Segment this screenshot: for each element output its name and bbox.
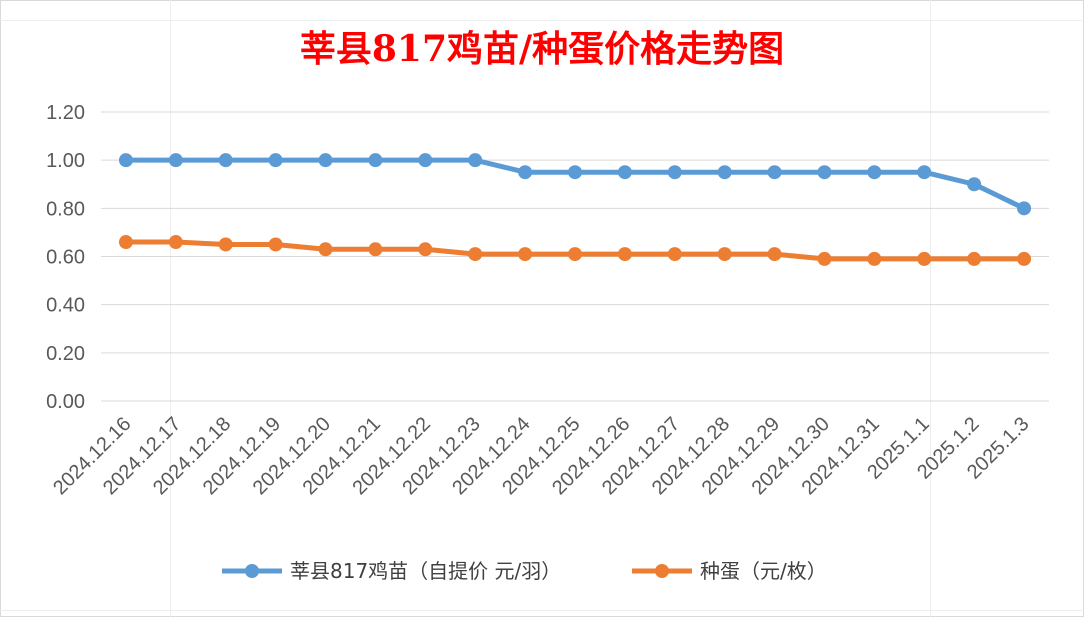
data-point [218,153,233,168]
sheet-gridline [0,610,1084,611]
data-point [917,251,932,266]
data-point [967,177,982,192]
data-point [418,242,433,257]
legend: 莘县817鸡苗（自提价 元/羽） 种蛋（元/枚） [222,559,827,583]
data-point [967,251,982,266]
y-tick-label: 0.60 [46,247,85,269]
data-point [518,247,533,262]
data-point [767,247,782,262]
data-point [468,247,483,262]
data-point [917,165,932,180]
data-point [617,247,632,262]
data-point [568,165,582,180]
data-point [118,153,133,168]
data-point [318,242,333,257]
data-point [368,242,383,257]
data-point [817,165,832,180]
y-tick-label: 0.20 [46,343,85,365]
data-point [667,165,682,180]
x-axis-ticks: 2024.12.162024.12.172024.12.182024.12.19… [49,413,1033,499]
series-layer [118,153,1032,266]
data-point [268,237,283,252]
data-point [867,251,882,266]
y-tick-label: 1.20 [46,102,85,124]
data-point [767,165,782,180]
chart-title: 莘县817鸡苗/种蛋价格走势图 [299,28,785,70]
data-point [468,153,483,168]
data-point [218,237,233,252]
sheet-gridline [930,0,931,617]
data-point [667,247,682,262]
legend-label: 种蛋（元/枚） [700,559,827,583]
sheet-gridline [170,0,171,617]
data-point [118,235,133,250]
y-tick-label: 1.00 [46,150,85,172]
data-point [168,235,183,250]
y-tick-label: 0.40 [46,295,85,317]
data-point [368,153,383,168]
data-point [1017,201,1032,216]
data-point [717,165,732,180]
data-point [318,153,333,168]
data-point [268,153,283,168]
legend-label: 莘县817鸡苗（自提价 元/羽） [290,559,561,583]
data-point [418,153,433,168]
legend-marker [245,564,259,578]
legend-marker [655,564,669,578]
data-point [817,251,832,266]
data-point [617,165,632,180]
data-point [568,247,582,262]
data-point [867,165,882,180]
sheet-gridline [0,20,1084,21]
y-axis-ticks: 0.00 0.20 0.40 0.60 0.80 1.00 1.20 [46,102,85,413]
y-tick-label: 0.00 [46,391,85,413]
y-tick-label: 0.80 [46,198,85,220]
data-point [518,165,533,180]
data-point [717,247,732,262]
data-point [1017,251,1032,266]
data-point [168,153,183,168]
